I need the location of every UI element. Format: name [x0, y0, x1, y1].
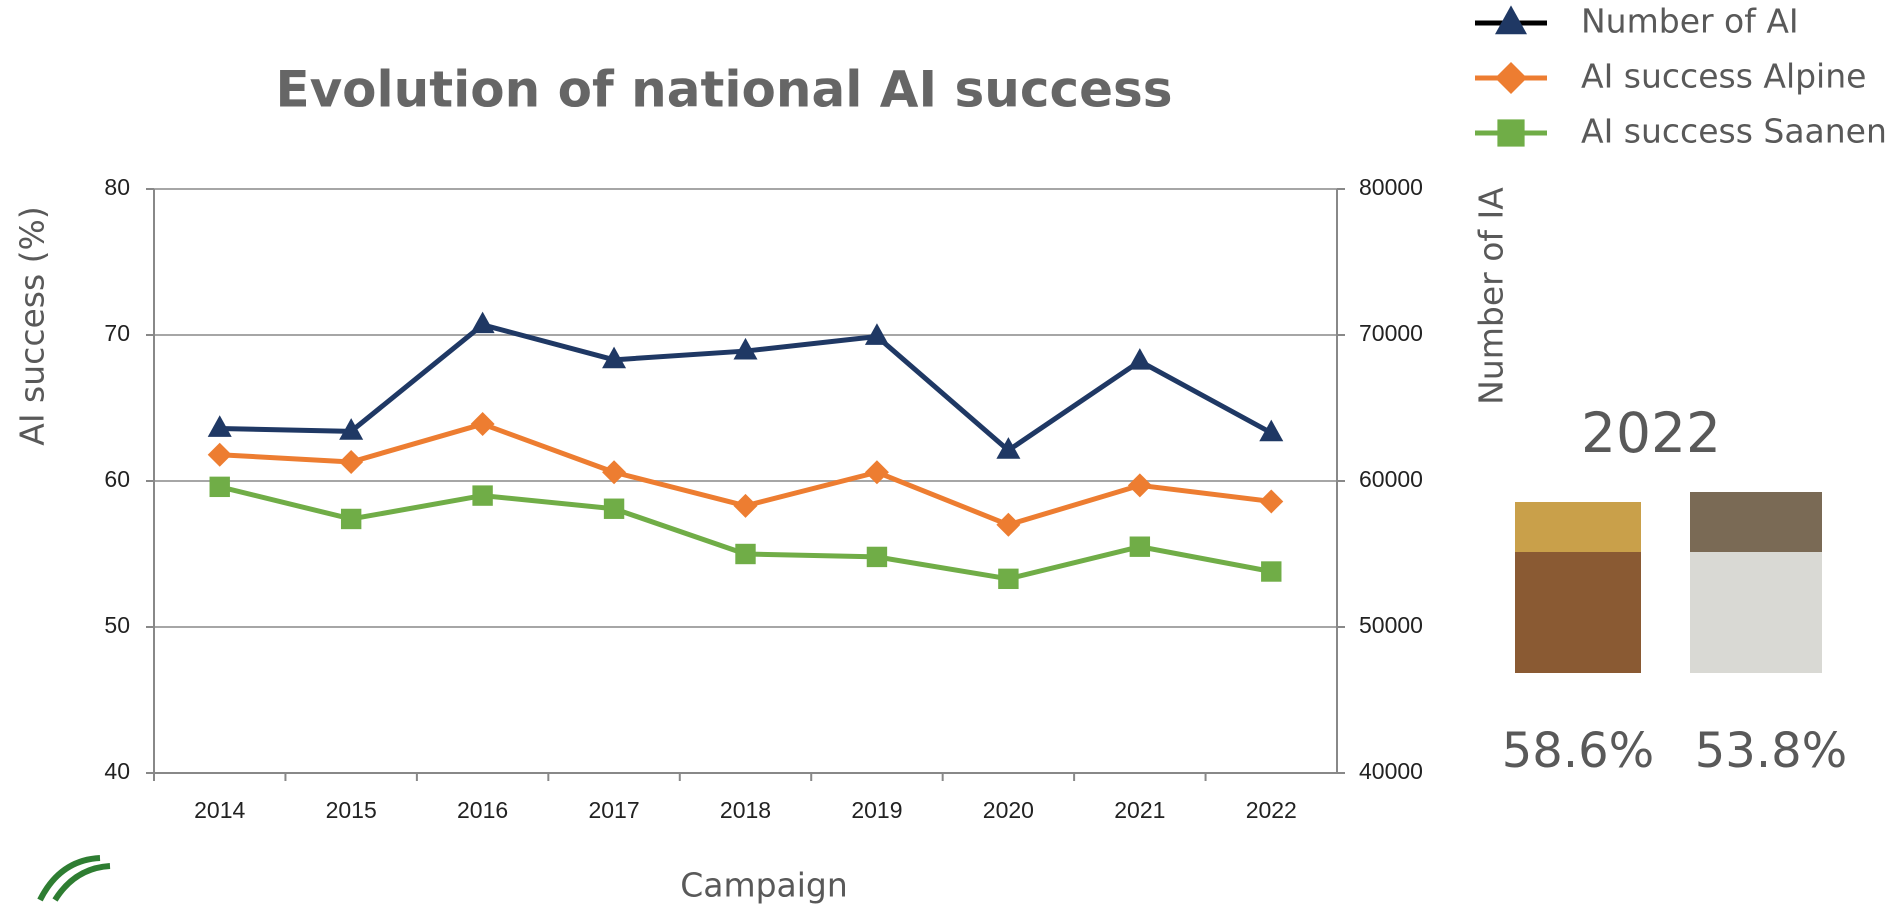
marker	[207, 442, 232, 467]
marker	[996, 512, 1021, 537]
chart-title: Evolution of national AI success	[275, 61, 1172, 119]
legend-marker	[1497, 119, 1525, 147]
marker	[1127, 473, 1152, 498]
marker	[735, 543, 756, 565]
legend-label: AI success Alpine	[1581, 57, 1866, 96]
marker	[470, 412, 495, 437]
x-tick-label: 2015	[326, 797, 377, 823]
marker	[1127, 348, 1152, 370]
annotation: 2022	[1581, 401, 1721, 465]
y-axis-label: AI success (%)	[13, 206, 52, 445]
y2-tick-label: 40000	[1359, 758, 1423, 784]
marker	[733, 337, 758, 360]
y-tick-label: 40	[104, 758, 130, 784]
marker	[733, 493, 758, 518]
legend-marker	[1495, 62, 1527, 94]
y2-axis-label: Number of IA	[1472, 187, 1511, 405]
marker	[470, 311, 495, 334]
marker	[1259, 419, 1284, 442]
y2-tick-label: 70000	[1359, 320, 1423, 346]
photo-detail	[1515, 502, 1641, 552]
y-tick-label: 50	[104, 612, 130, 638]
annotation: 58.6%	[1502, 723, 1654, 779]
y2-tick-label: 80000	[1359, 174, 1423, 200]
x-tick-label: 2020	[983, 797, 1034, 823]
marker	[1259, 489, 1284, 514]
marker	[864, 460, 889, 485]
marker	[209, 476, 230, 498]
x-tick-label: 2014	[194, 797, 245, 823]
logo	[37, 855, 111, 902]
x-axis-label: Campaign	[680, 866, 848, 905]
x-tick-label: 2017	[588, 797, 639, 823]
marker	[339, 418, 364, 440]
marker	[602, 346, 627, 369]
marker	[866, 546, 888, 568]
marker	[998, 568, 1019, 590]
annotation: 53.8%	[1695, 723, 1847, 779]
legend-label: Number of AI	[1581, 2, 1799, 41]
y2-tick-label: 60000	[1359, 466, 1423, 492]
y2-tick-label: 50000	[1359, 612, 1423, 638]
marker	[340, 508, 362, 530]
marker	[603, 498, 625, 519]
marker	[207, 415, 232, 437]
marker	[996, 437, 1021, 459]
legend-marker	[1495, 5, 1527, 35]
photo-detail	[1690, 492, 1822, 552]
y-tick-label: 70	[104, 320, 130, 346]
x-tick-label: 2019	[851, 797, 902, 823]
y-tick-label: 80	[104, 174, 130, 200]
marker	[864, 323, 889, 345]
marker	[1129, 536, 1151, 557]
marker	[472, 485, 493, 506]
marker	[1261, 561, 1282, 582]
marker	[602, 460, 627, 485]
x-tick-label: 2021	[1114, 797, 1165, 823]
x-tick-label: 2022	[1246, 797, 1297, 823]
x-tick-label: 2016	[457, 797, 508, 823]
marker	[339, 450, 364, 475]
x-tick-label: 2018	[720, 797, 771, 823]
y-tick-label: 60	[104, 466, 130, 492]
legend-label: AI success Saanen	[1581, 112, 1887, 151]
